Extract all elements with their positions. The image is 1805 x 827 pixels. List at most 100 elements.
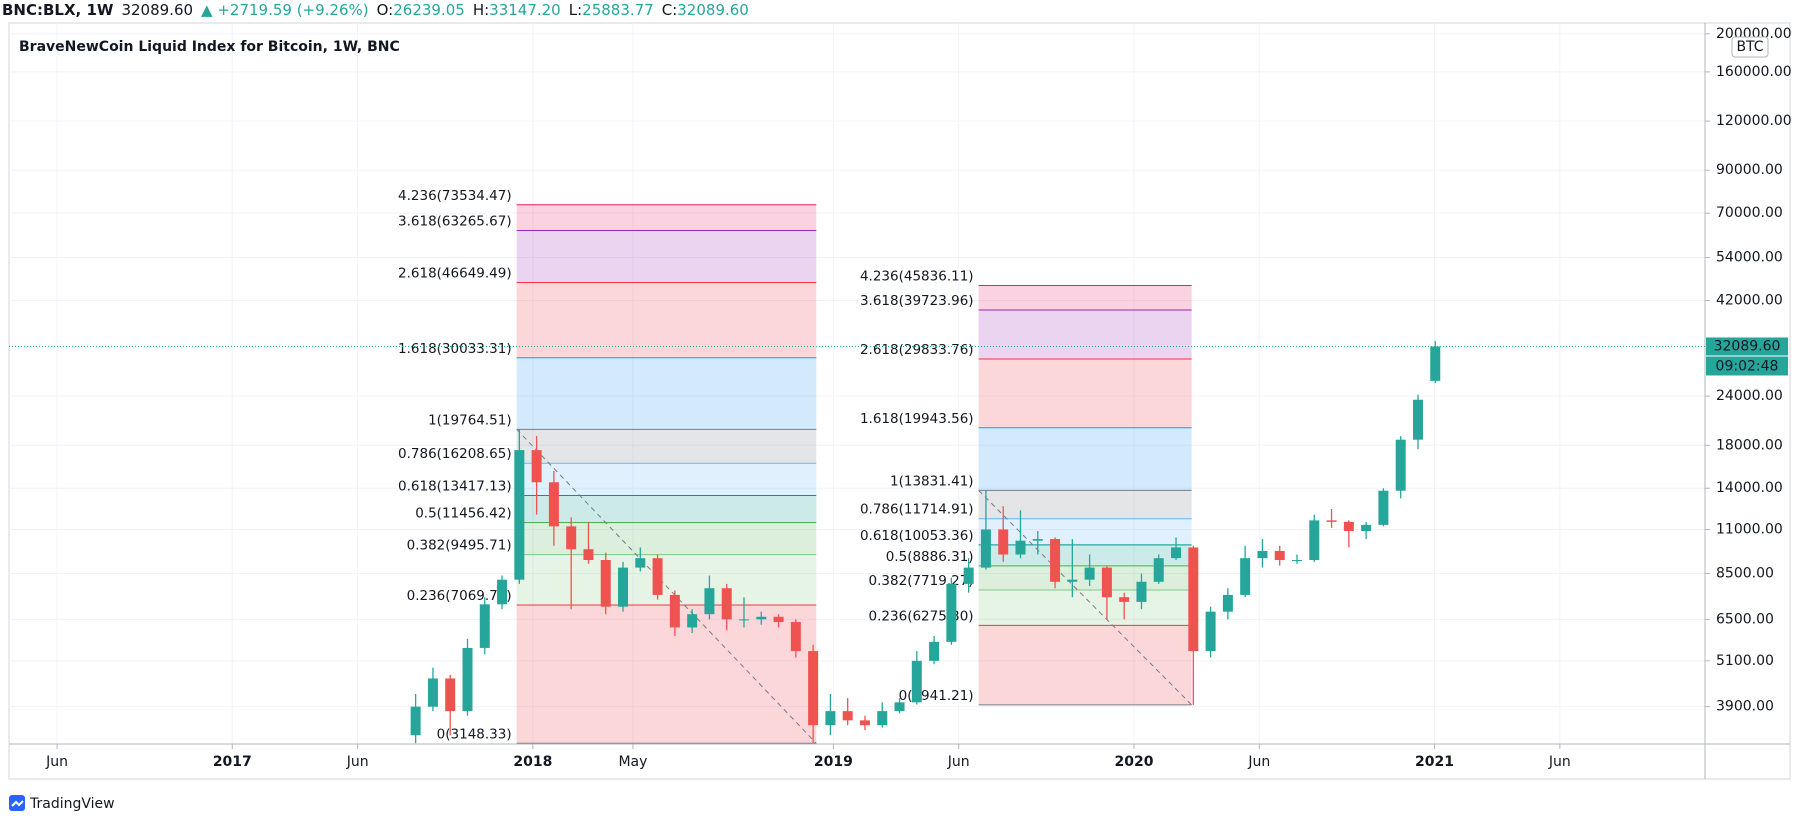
header: BNC:BLX, 1W 32089.60 ▲ +2719.59 (+9.26%) O:… (2, 1, 749, 19)
candle-body (1378, 490, 1389, 525)
candle (531, 436, 542, 515)
fib-label: 0.382(7719.27) (869, 573, 974, 589)
candle (1136, 573, 1147, 610)
candle (1257, 539, 1268, 568)
candle (548, 470, 559, 546)
fib-band (978, 490, 1192, 519)
fib-label: 3.618(39723.96) (860, 293, 974, 309)
candle (980, 490, 991, 570)
candle-body (859, 720, 870, 726)
y-tick-label: 24000.00 (1716, 388, 1783, 404)
candle (704, 575, 715, 620)
candle-body (1257, 550, 1268, 559)
change: ▲ +2719.59 (+9.26%) (201, 1, 369, 19)
candle (1343, 520, 1354, 548)
fib-trend-line (978, 489, 1193, 706)
fib-label: 4.236(73534.47) (398, 188, 512, 204)
y-tick-label: 11000.00 (1716, 521, 1783, 537)
fib-band (516, 204, 817, 231)
candle (808, 644, 819, 744)
fib-band (516, 230, 817, 283)
fib-band (516, 554, 817, 606)
x-tick-label: Jun (346, 754, 369, 770)
candle-body (514, 450, 525, 580)
high-label: H: (473, 1, 489, 19)
candle-body (410, 706, 421, 736)
close-label: C: (662, 1, 678, 19)
candle-body (1361, 524, 1372, 532)
candle (1153, 554, 1164, 584)
grid (9, 23, 1705, 744)
candle-body (1395, 439, 1406, 491)
candle-body (1136, 581, 1147, 602)
candle (859, 715, 870, 731)
candle (825, 694, 836, 736)
fib-band (978, 285, 1192, 311)
candle (877, 702, 888, 728)
candle (445, 674, 456, 736)
candle-body (669, 594, 680, 628)
y-tick-label: 42000.00 (1716, 292, 1783, 308)
candle-body (1430, 346, 1441, 381)
x-tick-label: Jun (947, 754, 970, 770)
candle-body (773, 616, 784, 623)
axes: 3900.00 5100.00 6500.00 8500.00 11000.00 1400… (9, 26, 1792, 770)
x-tick-label: 2017 (213, 754, 252, 770)
candle (1274, 545, 1285, 566)
candle-body (1153, 558, 1164, 582)
candle (1309, 514, 1320, 562)
close: 32089.60 (677, 1, 749, 19)
candle-body (583, 549, 594, 561)
candle-body (1240, 558, 1251, 595)
fib-trend-line (516, 428, 817, 744)
y-tick-label: 90000.00 (1716, 162, 1783, 178)
candle (946, 577, 957, 645)
candle-body (756, 616, 767, 620)
candle (583, 521, 594, 564)
fib-band (978, 310, 1192, 359)
candle-body (946, 583, 957, 642)
y-tick-label: 6500.00 (1716, 611, 1774, 627)
candle-body (479, 604, 490, 648)
logo: TradingView (9, 795, 115, 812)
currency-badge[interactable] (1731, 36, 1769, 58)
fib-label: 3.618(63265.67) (398, 213, 512, 229)
candle-body (1067, 579, 1078, 582)
fib-retracement: 0(3941.21) 0.236(6275.30) 0.382(7719.27) 0.… (860, 269, 1193, 706)
candle (1188, 545, 1199, 705)
candle-body (427, 678, 438, 707)
currency: BTC (1736, 39, 1763, 55)
candle-body (1032, 539, 1043, 541)
fib-band (516, 429, 817, 464)
fib-band (516, 282, 817, 358)
logo-glyph (11, 800, 24, 807)
fib-label: 0.236(6275.30) (869, 608, 974, 624)
fib-label: 2.618(29833.76) (860, 342, 974, 358)
low: 25883.77 (582, 1, 654, 19)
fib-band (516, 495, 817, 523)
candle (1084, 554, 1095, 587)
fib-band (978, 589, 1192, 626)
x-tick-label: 2021 (1415, 754, 1454, 770)
fib-label: 0.5(11456.42) (415, 506, 511, 522)
candle-body (462, 647, 473, 712)
candle-body (531, 450, 542, 483)
fib-label: 4.236(45836.11) (860, 269, 974, 285)
candle-body (635, 558, 646, 568)
candle-body (704, 588, 715, 615)
fib-retracement: 0(3148.33) 0.236(7069.75) 0.382(9495.71) 0.… (398, 188, 817, 744)
x-tick-label: 2020 (1114, 754, 1153, 770)
candle (1292, 554, 1303, 564)
candle (1119, 592, 1130, 620)
fib-label: 0.786(16208.65) (398, 446, 512, 462)
candle-body (894, 702, 905, 712)
candle-body (1274, 550, 1285, 561)
countdown: 09:02:48 (1716, 358, 1779, 374)
candle (1067, 539, 1078, 598)
candle (652, 554, 663, 600)
candle-body (687, 614, 698, 628)
candle-body (1171, 547, 1182, 559)
candle-body (566, 526, 577, 550)
candle (635, 547, 646, 572)
